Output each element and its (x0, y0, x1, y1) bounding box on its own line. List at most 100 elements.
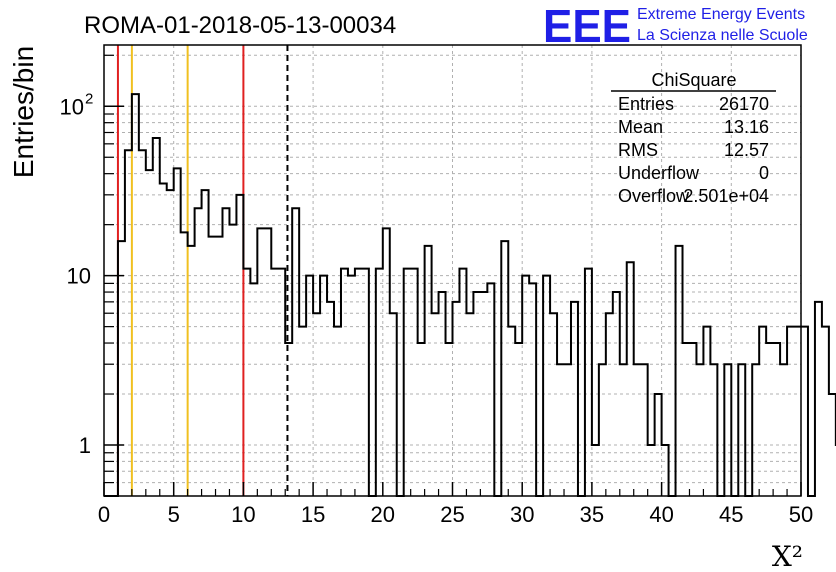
x-tick-label: 20 (371, 502, 395, 527)
histogram-bin (766, 343, 773, 496)
histogram-bin (620, 364, 627, 496)
histogram-bin (285, 343, 292, 496)
histogram-bin (257, 228, 264, 496)
stats-label: Entries (618, 94, 674, 114)
histogram-bin (710, 364, 717, 496)
x-tick-label: 45 (719, 502, 743, 527)
histogram-bin (501, 241, 508, 496)
histogram-bin (432, 313, 439, 496)
histogram-bin (557, 364, 564, 496)
histogram-bin (466, 313, 473, 496)
histogram-bin (801, 327, 808, 496)
logo-line-2: La Scienza nelle Scuole (637, 27, 808, 44)
y-tick-label: 10 (60, 94, 84, 119)
stats-value: 13.16 (724, 117, 769, 137)
stats-label: Overflow (618, 186, 690, 206)
stats-label: Mean (618, 117, 663, 137)
histogram-bin (815, 302, 822, 496)
histogram-bin (313, 313, 320, 496)
histogram-bin (599, 364, 606, 496)
histogram-bin (327, 302, 334, 496)
histogram-bin (348, 276, 355, 496)
stats-value: 2.501e+04 (683, 186, 769, 206)
histogram-bin (773, 343, 780, 496)
histogram-bin (606, 313, 613, 496)
histogram-bin (153, 138, 160, 496)
x-tick-label: 35 (580, 502, 604, 527)
y-tick-label: 10 (67, 264, 91, 289)
x-tick-label: 50 (789, 502, 813, 527)
histogram-bin (689, 343, 696, 496)
histogram-bin (418, 343, 425, 496)
stats-label: RMS (618, 140, 658, 160)
stats-box: ChiSquare Entries 26170 Mean 13.16 RMS 12.57 U… (611, 70, 776, 206)
stats-value: 12.57 (724, 140, 769, 160)
histogram-bin (564, 364, 571, 496)
histogram-bin (299, 327, 306, 496)
histogram-bin (752, 364, 759, 496)
histogram-bin (543, 276, 550, 496)
histogram-bin (229, 225, 236, 496)
x-tick-label: 40 (649, 502, 673, 527)
stats-title: ChiSquare (651, 70, 736, 90)
histogram-bin (522, 276, 529, 496)
histogram-bin (550, 313, 557, 496)
histogram-bin (696, 364, 703, 496)
histogram-bin (236, 195, 243, 496)
x-axis: 0 5 10 15 20 25 30 35 40 45 50 (98, 482, 813, 527)
logo-mark: EEE (543, 0, 631, 52)
chart-title: ROMA-01-2018-05-13-00034 (84, 12, 396, 39)
histogram-bin (139, 150, 146, 496)
histogram-bin (794, 327, 801, 496)
y-tick-label: 1 (79, 433, 91, 458)
stats-rows: Entries 26170 Mean 13.16 RMS 12.57 Underflow 0 O… (618, 94, 769, 206)
histogram-bin (146, 170, 153, 496)
histogram-bin (634, 364, 641, 496)
grid-lines (104, 45, 801, 496)
histogram-bin (759, 327, 766, 496)
histogram-bin (724, 364, 731, 496)
x-tick-label: 15 (301, 502, 325, 527)
y-axis-label: Entries/bin (8, 46, 39, 178)
histogram-bin (780, 364, 787, 496)
stats-value: 0 (759, 163, 769, 183)
reference-lines (116, 45, 289, 496)
histogram-bin (829, 394, 836, 496)
logo-line-1: Extreme Energy Events (637, 6, 805, 23)
y-tick-exponent: 2 (85, 90, 93, 107)
histogram-bin (738, 364, 745, 496)
histogram-bin (390, 313, 397, 496)
histogram-bin (683, 343, 690, 496)
x-axis-label: X² (772, 540, 803, 572)
histogram-bin (508, 327, 515, 496)
histogram-bin (787, 327, 794, 496)
x-tick-label: 0 (98, 502, 110, 527)
histogram-bin (160, 183, 167, 496)
histogram-bin (453, 302, 460, 496)
histogram-bin (264, 228, 271, 496)
histogram-bin (641, 364, 648, 496)
histogram-bin (446, 343, 453, 496)
histogram-bin (320, 276, 327, 496)
x-tick-label: 25 (440, 502, 464, 527)
x-tick-label: 30 (510, 502, 534, 527)
histogram-bin (822, 327, 829, 496)
stats-label: Underflow (618, 163, 700, 183)
histogram-bin (306, 276, 313, 496)
histogram-bin (383, 228, 390, 496)
histogram-bin (334, 327, 341, 496)
histogram-bin (571, 302, 578, 496)
stats-value: 26170 (719, 94, 769, 114)
histogram-bin (703, 327, 710, 496)
histogram-bin (174, 168, 181, 496)
eee-logo: EEE Extreme Energy Events La Scienza nel… (543, 0, 808, 52)
histogram-bin (250, 283, 257, 496)
x-tick-label: 10 (231, 502, 255, 527)
histogram-bin (125, 150, 132, 496)
histogram-bin (529, 283, 536, 496)
histogram-bin (487, 283, 494, 496)
histogram-bin (515, 343, 522, 496)
histogram-bin (132, 94, 139, 496)
